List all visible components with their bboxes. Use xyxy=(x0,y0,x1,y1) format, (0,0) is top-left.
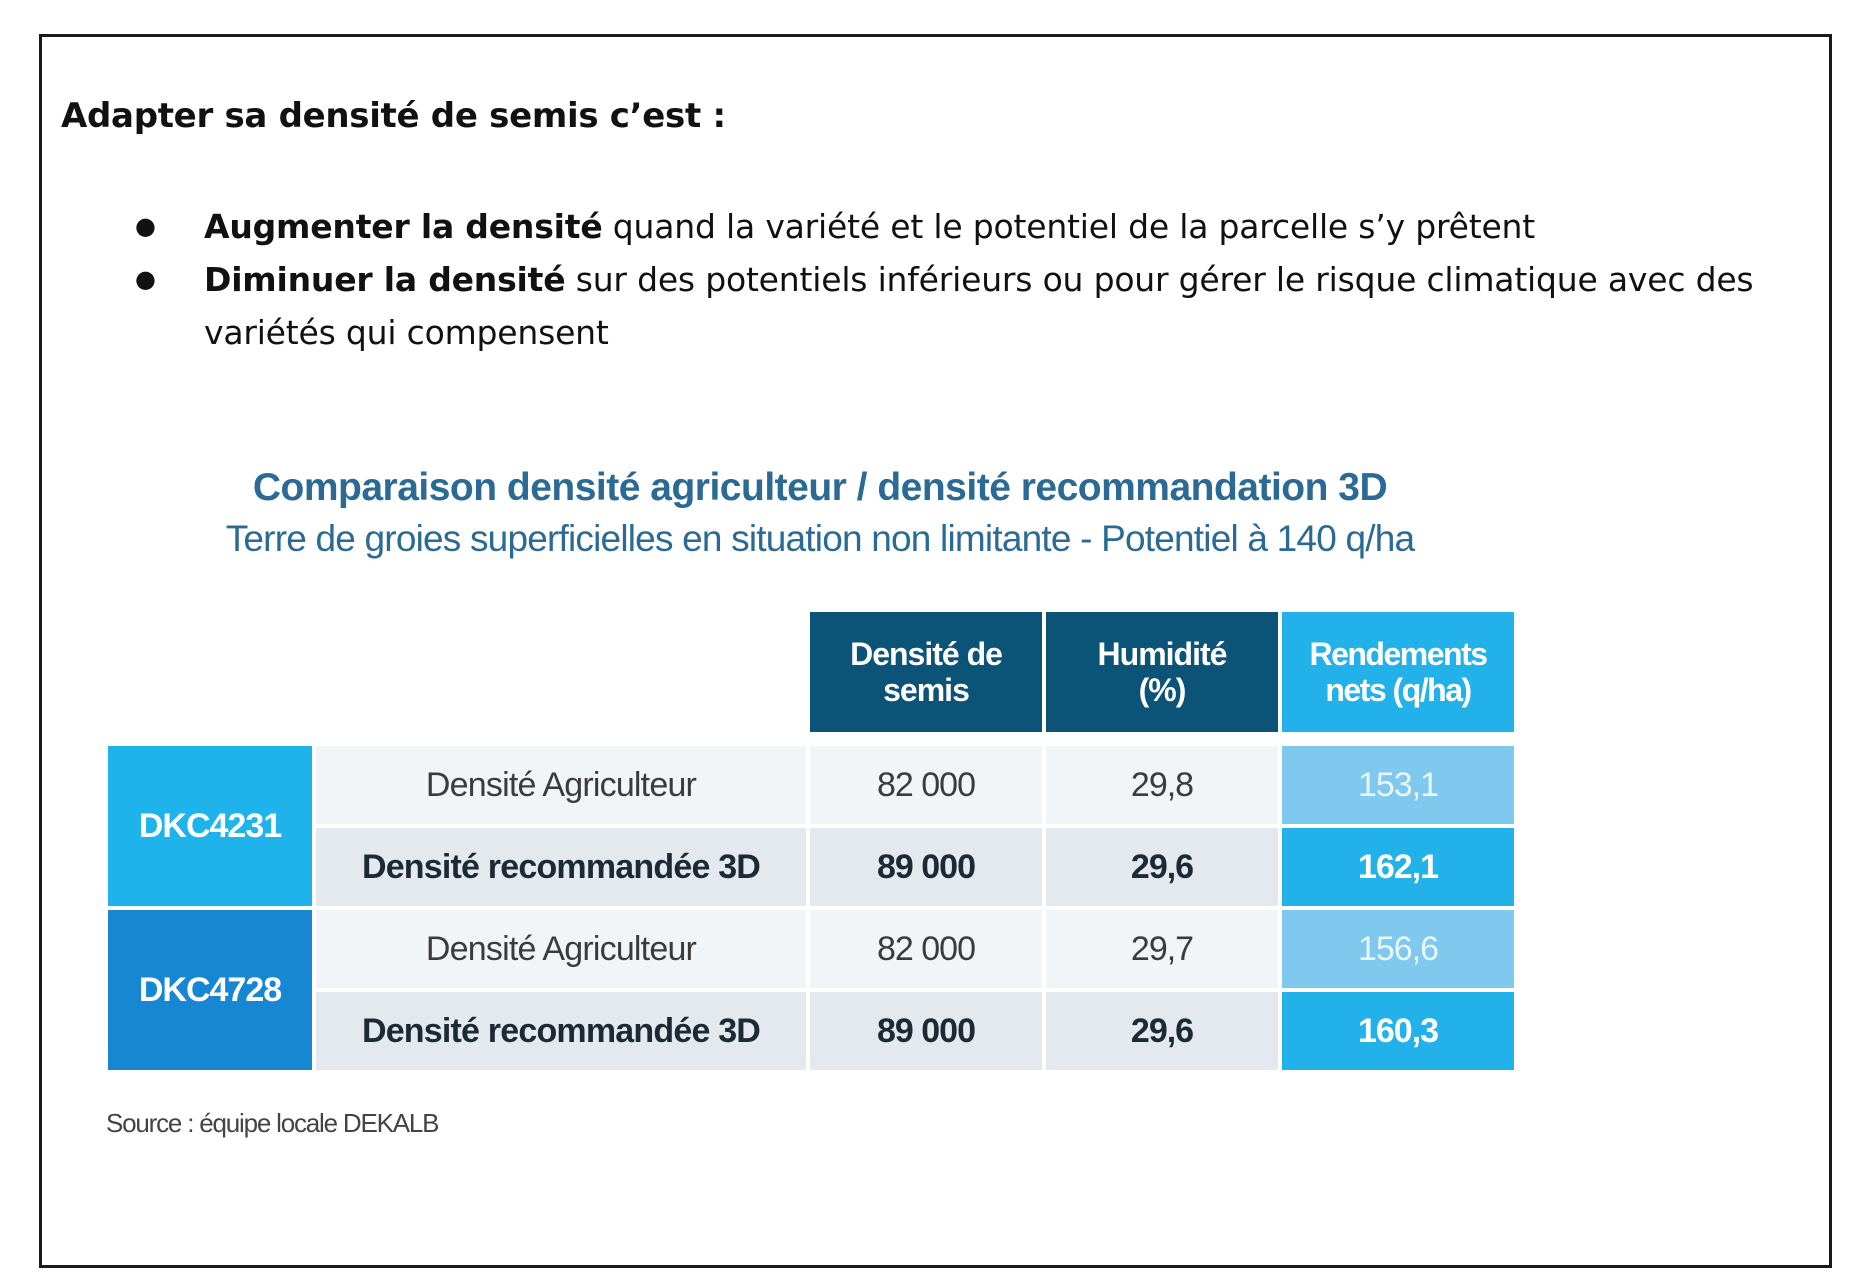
humidite-cell: 29,8 xyxy=(1046,746,1278,824)
header-humidite-line2: (%) xyxy=(1138,672,1187,708)
header-humidite-line1: Humidité xyxy=(1097,636,1228,672)
humidite-cell: 29,6 xyxy=(1046,992,1278,1070)
rendement-cell: 162,1 xyxy=(1282,828,1514,906)
densite-cell: 89 000 xyxy=(810,992,1042,1070)
header-rendement-line2: nets (q/ha) xyxy=(1325,672,1472,708)
row-label: Densité Agriculteur xyxy=(316,746,806,824)
variety-cell: DKC4728 xyxy=(108,910,312,1070)
rendement-cell: 160,3 xyxy=(1282,992,1514,1070)
row-label: Densité recommandée 3D xyxy=(316,828,806,906)
humidite-cell: 29,7 xyxy=(1046,910,1278,988)
bullet-list: ● Augmenter la densité quand la variété e… xyxy=(135,200,1775,359)
row-label: Densité recommandée 3D xyxy=(316,992,806,1070)
table-row: Densité recommandée 3D 89 000 29,6 160,3 xyxy=(108,992,1514,1070)
table-header-row: Densité de semis Humidité (%) Rendements… xyxy=(108,612,1514,732)
header-empty-cell xyxy=(108,612,806,732)
header-densite-line1: Densité de xyxy=(850,636,1003,672)
header-rendement: Rendements nets (q/ha) xyxy=(1282,612,1514,732)
row-label: Densité Agriculteur xyxy=(316,910,806,988)
densite-cell: 82 000 xyxy=(810,910,1042,988)
document-frame xyxy=(39,34,1832,1268)
chart-title: Comparaison densité agriculteur / densit… xyxy=(252,466,1388,509)
header-densite: Densité de semis xyxy=(810,612,1042,732)
source-note: Source : équipe locale DEKALB xyxy=(106,1108,440,1138)
table-row: DKC4231 Densité Agriculteur 82 000 29,8 … xyxy=(108,746,1514,906)
table-spacer xyxy=(108,736,1514,742)
rendement-cell: 156,6 xyxy=(1282,910,1514,988)
chart-subtitle: Terre de groies superficielles en situat… xyxy=(225,518,1415,559)
bullet-icon: ● xyxy=(135,265,156,293)
variety-cell: DKC4231 xyxy=(108,746,312,906)
table-row: Densité recommandée 3D 89 000 29,6 162,1 xyxy=(108,828,1514,906)
bullet-bold-text: Augmenter la densité xyxy=(204,207,603,246)
header-rendement-line1: Rendements xyxy=(1309,636,1488,672)
humidite-cell: 29,6 xyxy=(1046,828,1278,906)
header-humidite: Humidité (%) xyxy=(1046,612,1278,732)
table-row: DKC4728 Densité Agriculteur 82 000 29,7 … xyxy=(108,910,1514,1070)
bullet-text: quand la variété et le potentiel de la p… xyxy=(602,207,1535,246)
bullet-item: ● Diminuer la densité sur des potentiels … xyxy=(135,253,1775,359)
bullet-item: ● Augmenter la densité quand la variété e… xyxy=(135,200,1775,253)
densite-cell: 89 000 xyxy=(810,828,1042,906)
bullet-bold-text: Diminuer la densité xyxy=(204,260,566,299)
header-densite-line2: semis xyxy=(883,672,970,708)
densite-cell: 82 000 xyxy=(810,746,1042,824)
bullet-icon: ● xyxy=(135,212,156,240)
page-heading: Adapter sa densité de semis c’est : xyxy=(61,96,726,136)
bullet-text: sur des potentiels inférieurs ou pour gé… xyxy=(204,260,1754,352)
comparison-table: Densité de semis Humidité (%) Rendements… xyxy=(104,608,1518,1074)
rendement-cell: 153,1 xyxy=(1282,746,1514,824)
